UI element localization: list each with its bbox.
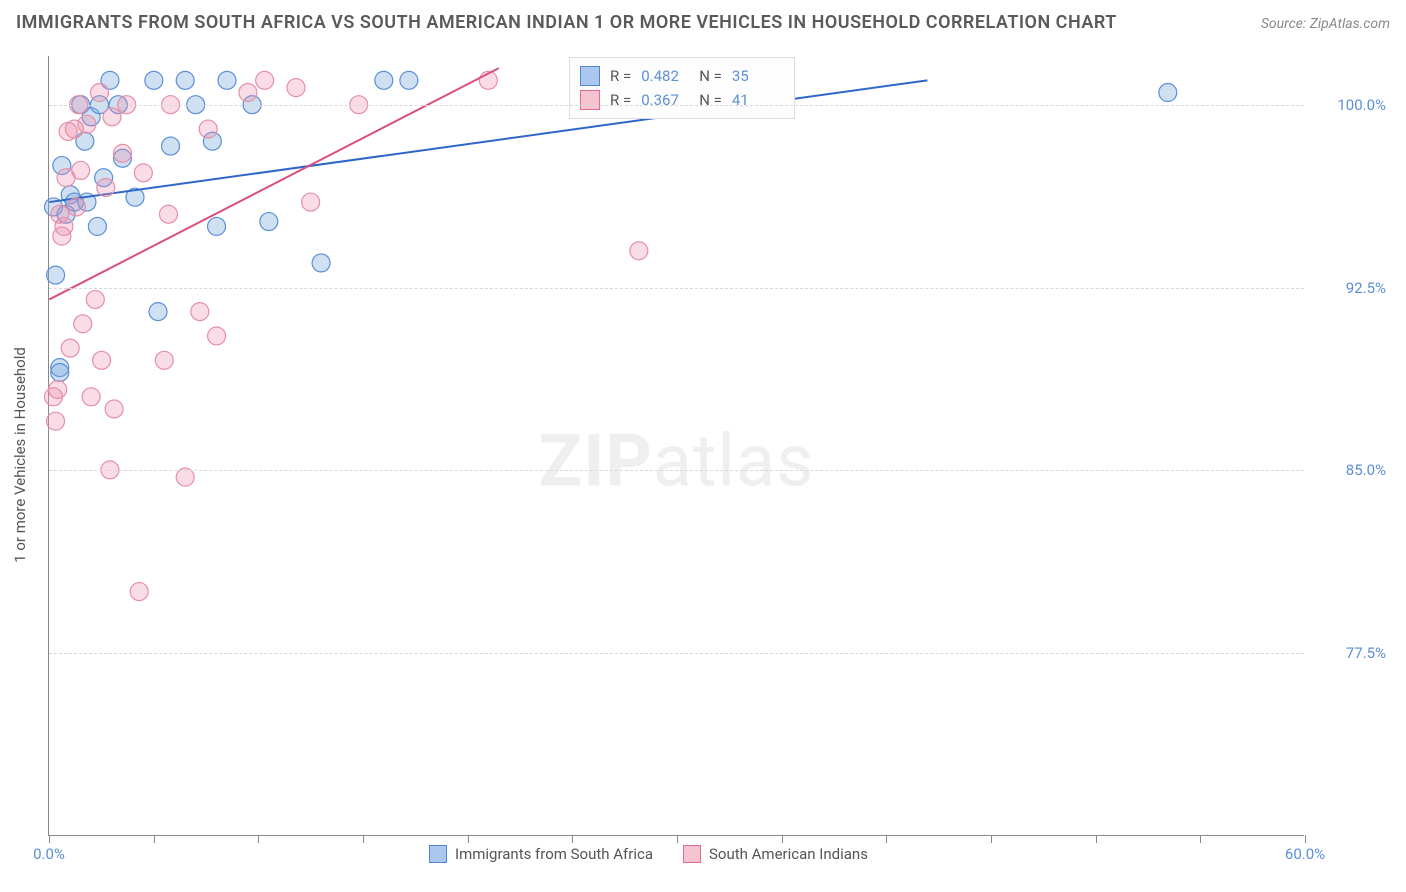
y-tick-label: 85.0% bbox=[1346, 461, 1386, 479]
correlation-legend: R = 0.482 N = 35 R = 0.367 N = 41 bbox=[569, 57, 795, 119]
trend-line bbox=[49, 80, 927, 202]
scatter-point bbox=[176, 71, 194, 89]
legend-swatch bbox=[429, 845, 447, 863]
x-tick bbox=[1096, 835, 1097, 843]
scatter-point bbox=[113, 144, 131, 162]
gridline-h bbox=[49, 470, 1304, 471]
r-value: 0.482 bbox=[641, 64, 689, 88]
scatter-point bbox=[72, 161, 90, 179]
legend-item: South American Indians bbox=[683, 845, 868, 863]
n-label: N = bbox=[699, 88, 722, 112]
scatter-point bbox=[90, 84, 108, 102]
gridline-h bbox=[49, 105, 1304, 106]
scatter-point bbox=[49, 381, 67, 399]
scatter-point bbox=[260, 213, 278, 231]
scatter-point bbox=[287, 79, 305, 97]
scatter-point bbox=[400, 71, 418, 89]
scatter-point bbox=[88, 217, 106, 235]
scatter-point bbox=[630, 242, 648, 260]
y-tick-label: 92.5% bbox=[1346, 279, 1386, 297]
scatter-svg bbox=[49, 56, 1304, 835]
n-value: 35 bbox=[732, 64, 780, 88]
x-tick bbox=[1200, 835, 1201, 843]
x-tick bbox=[782, 835, 783, 843]
n-label: N = bbox=[699, 64, 722, 88]
scatter-point bbox=[74, 315, 92, 333]
x-tick bbox=[572, 835, 573, 843]
x-tick bbox=[154, 835, 155, 843]
scatter-point bbox=[208, 217, 226, 235]
scatter-point bbox=[67, 198, 85, 216]
scatter-point bbox=[218, 71, 236, 89]
scatter-point bbox=[155, 351, 173, 369]
x-tick bbox=[991, 835, 992, 843]
scatter-point bbox=[375, 71, 393, 89]
scatter-point bbox=[130, 583, 148, 601]
r-label: R = bbox=[610, 88, 631, 112]
scatter-point bbox=[97, 178, 115, 196]
legend-swatch bbox=[683, 845, 701, 863]
x-tick bbox=[363, 835, 364, 843]
scatter-point bbox=[86, 290, 104, 308]
gridline-h bbox=[49, 288, 1304, 289]
y-tick-label: 77.5% bbox=[1346, 644, 1386, 662]
scatter-point bbox=[134, 164, 152, 182]
scatter-point bbox=[82, 388, 100, 406]
r-label: R = bbox=[610, 64, 631, 88]
scatter-point bbox=[208, 327, 226, 345]
legend-swatch bbox=[580, 90, 600, 110]
scatter-point bbox=[61, 339, 79, 357]
x-tick bbox=[468, 835, 469, 843]
y-axis-label: 1 or more Vehicles in Household bbox=[11, 347, 29, 563]
scatter-point bbox=[149, 303, 167, 321]
legend-swatch bbox=[580, 66, 600, 86]
x-tick bbox=[49, 835, 50, 843]
scatter-point bbox=[239, 84, 257, 102]
y-tick-label: 100.0% bbox=[1337, 96, 1386, 114]
scatter-point bbox=[199, 120, 217, 138]
scatter-point bbox=[78, 115, 96, 133]
legend-row: R = 0.482 N = 35 bbox=[580, 64, 780, 88]
source-attribution: Source: ZipAtlas.com bbox=[1261, 16, 1390, 32]
scatter-point bbox=[1159, 84, 1177, 102]
scatter-point bbox=[93, 351, 111, 369]
x-tick-label: 60.0% bbox=[1285, 845, 1325, 863]
scatter-point bbox=[105, 400, 123, 418]
legend-item: Immigrants from South Africa bbox=[429, 845, 653, 863]
scatter-point bbox=[103, 108, 121, 126]
scatter-point bbox=[47, 412, 65, 430]
x-tick bbox=[886, 835, 887, 843]
legend-row: R = 0.367 N = 41 bbox=[580, 88, 780, 112]
plot-area: ZIPatlas R =0.482N =35R =0.367N =41 Immi… bbox=[48, 56, 1304, 836]
scatter-point bbox=[256, 71, 274, 89]
legend-label: Immigrants from South Africa bbox=[455, 845, 653, 863]
r-value: 0.367 bbox=[641, 88, 689, 112]
x-tick-label: 0.0% bbox=[33, 845, 65, 863]
chart-title: IMMIGRANTS FROM SOUTH AFRICA VS SOUTH AM… bbox=[16, 12, 1117, 33]
x-tick bbox=[258, 835, 259, 843]
x-tick bbox=[677, 835, 678, 843]
chart-header: IMMIGRANTS FROM SOUTH AFRICA VS SOUTH AM… bbox=[16, 12, 1390, 33]
scatter-point bbox=[55, 217, 73, 235]
scatter-point bbox=[47, 266, 65, 284]
scatter-point bbox=[145, 71, 163, 89]
scatter-point bbox=[162, 137, 180, 155]
series-legend: Immigrants from South Africa South Americ… bbox=[429, 845, 868, 863]
legend-label: South American Indians bbox=[709, 845, 868, 863]
scatter-point bbox=[159, 205, 177, 223]
gridline-h bbox=[49, 653, 1304, 654]
scatter-point bbox=[302, 193, 320, 211]
scatter-point bbox=[191, 303, 209, 321]
scatter-point bbox=[51, 363, 69, 381]
scatter-point bbox=[312, 254, 330, 272]
n-value: 41 bbox=[732, 88, 780, 112]
x-tick bbox=[1305, 835, 1306, 843]
